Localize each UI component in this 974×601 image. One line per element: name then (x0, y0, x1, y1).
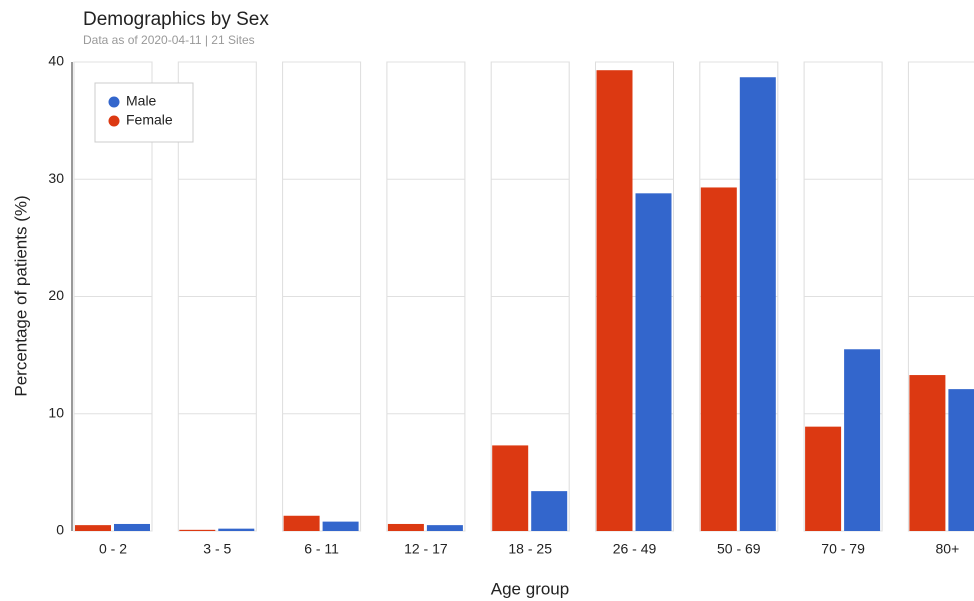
bar (909, 375, 946, 531)
bar (179, 529, 216, 531)
bar (218, 528, 255, 531)
bar (426, 525, 463, 531)
bar (531, 491, 568, 531)
bar (635, 193, 672, 531)
x-tick-label: 80+ (936, 541, 960, 557)
bar (596, 70, 633, 532)
bar (283, 515, 320, 531)
x-tick-label: 6 - 11 (304, 541, 339, 557)
x-tick-label: 12 - 17 (404, 541, 448, 557)
bar (844, 349, 881, 531)
bar (805, 426, 842, 531)
x-tick-label: 18 - 25 (508, 541, 552, 557)
bar (948, 389, 974, 531)
x-tick-label: 70 - 79 (821, 541, 865, 557)
bar (387, 523, 424, 531)
x-tick-label: 0 - 2 (99, 541, 127, 557)
legend-marker (108, 115, 120, 127)
x-tick-label: 50 - 69 (717, 541, 761, 557)
bar (492, 445, 529, 531)
chart-subtitle: Data as of 2020-04-11 | 21 Sites (83, 33, 255, 47)
y-tick-label: 20 (48, 287, 64, 303)
bar (114, 523, 150, 531)
legend-marker (108, 96, 120, 108)
x-tick-label: 3 - 5 (203, 541, 231, 557)
y-tick-label: 30 (48, 170, 64, 186)
legend-box (94, 82, 194, 143)
y-tick-label: 10 (48, 404, 64, 420)
bar (75, 525, 111, 531)
legend-label: Male (126, 93, 157, 109)
bar (739, 77, 776, 532)
x-axis-label: Age group (491, 579, 569, 598)
y-tick-label: 0 (56, 522, 64, 538)
y-tick-label: 40 (48, 53, 64, 69)
legend-label: Female (126, 112, 173, 128)
bar (322, 521, 359, 531)
bar (700, 187, 737, 531)
chart-title: Demographics by Sex (83, 9, 269, 30)
y-axis-label: Percentage of patients (%) (11, 195, 30, 396)
x-tick-label: 26 - 49 (613, 541, 657, 557)
